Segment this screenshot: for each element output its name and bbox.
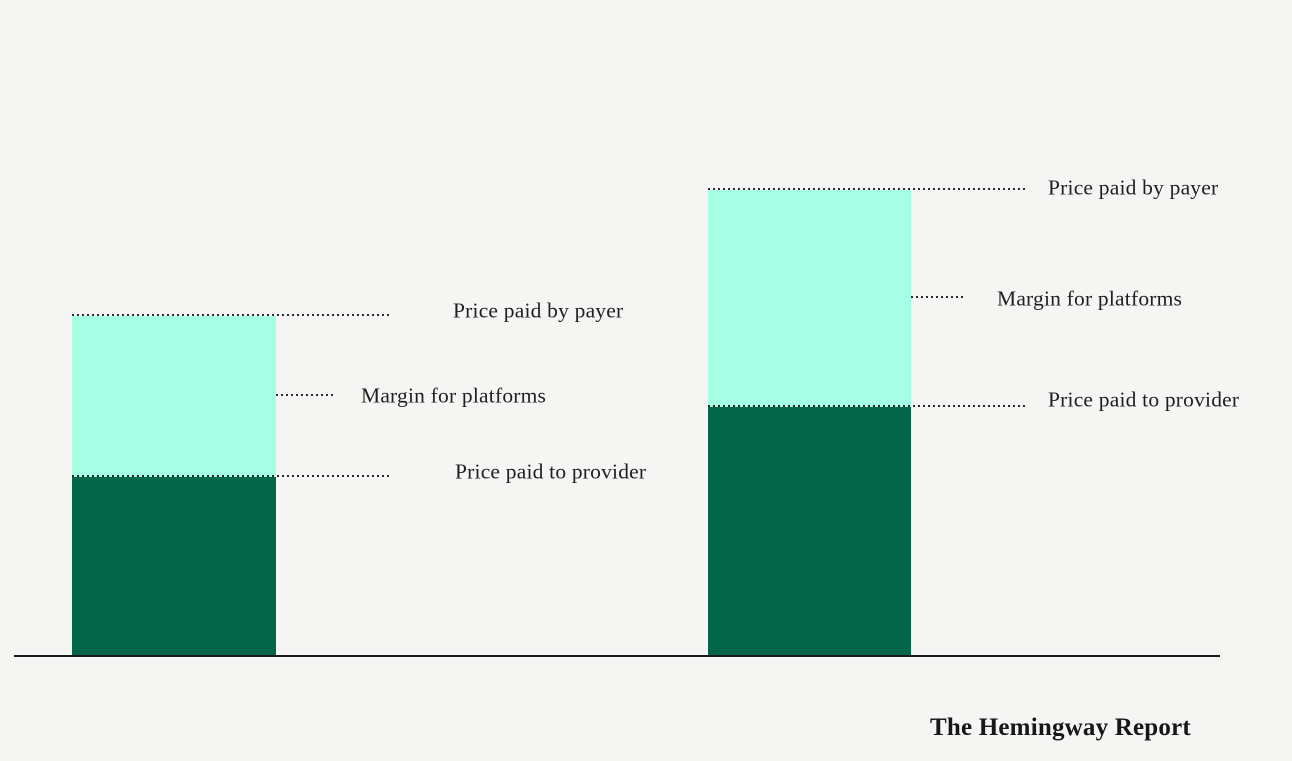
- x-axis-baseline: [14, 655, 1220, 657]
- leader-line-right-payer: [708, 188, 1027, 190]
- leader-line-right-margin: [911, 296, 966, 298]
- right-bar-provider-segment: [708, 407, 911, 657]
- leader-line-left-margin: [276, 394, 336, 396]
- leader-line-left-provider: [72, 475, 392, 477]
- annotation-left-price-paid-by-payer: Price paid by payer: [453, 298, 624, 323]
- left-bar-provider-segment: [72, 477, 276, 657]
- annotation-left-margin-for-platforms: Margin for platforms: [361, 383, 547, 408]
- annotation-left-price-paid-to-provider: Price paid to provider: [455, 459, 647, 484]
- leader-line-right-provider: [708, 405, 1027, 407]
- annotation-right-margin-for-platforms: Margin for platforms: [997, 286, 1183, 311]
- right-bar-margin-segment: [708, 190, 911, 407]
- left-bar-margin-segment: [72, 316, 276, 477]
- leader-line-left-payer: [72, 314, 392, 316]
- annotation-right-price-paid-to-provider: Price paid to provider: [1048, 387, 1240, 412]
- annotation-right-price-paid-by-payer: Price paid by payer: [1048, 175, 1219, 200]
- brand-text: The Hemingway Report: [930, 714, 1191, 741]
